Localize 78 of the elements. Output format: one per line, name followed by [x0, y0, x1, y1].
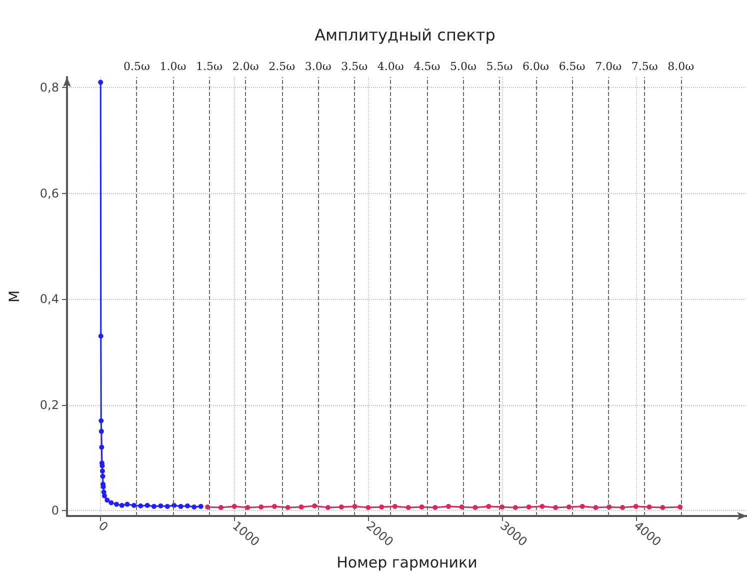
point — [131, 502, 136, 508]
ref-line-label: 1.0ω — [160, 60, 186, 73]
point — [99, 444, 104, 450]
ref-line-label: 0.5ω — [124, 60, 150, 73]
point — [580, 504, 585, 509]
point — [472, 504, 478, 510]
point — [119, 502, 124, 508]
y-tick-label: 0 — [51, 504, 59, 518]
point — [100, 468, 105, 474]
point — [98, 334, 104, 339]
point — [124, 502, 130, 507]
point — [366, 504, 371, 510]
point — [258, 504, 264, 510]
point — [419, 504, 424, 510]
point — [326, 504, 331, 510]
point — [192, 504, 197, 510]
point — [98, 428, 104, 434]
point — [553, 504, 558, 510]
point — [392, 504, 398, 509]
point — [158, 503, 164, 508]
ref-line-label: 2.0ω — [232, 60, 259, 73]
point — [100, 474, 106, 479]
point — [164, 504, 170, 509]
chart-title: Амплитудный спектр — [314, 26, 496, 44]
point — [406, 504, 411, 510]
point — [144, 502, 150, 508]
point — [646, 504, 652, 510]
point — [98, 418, 104, 424]
point — [486, 504, 492, 509]
point — [218, 504, 224, 510]
point — [593, 504, 598, 510]
y-tick-label: 0,8 — [40, 80, 59, 95]
x-tick-label: 0 — [96, 518, 111, 534]
y-tick-label: 0,4 — [40, 292, 59, 306]
point — [540, 504, 545, 509]
point — [285, 504, 290, 510]
y-tick-label: 0,2 — [40, 398, 59, 412]
x-axis-title: Номер гармоники — [336, 554, 478, 572]
point — [526, 504, 532, 510]
point — [108, 500, 114, 506]
point — [512, 504, 518, 510]
ref-line-label: 7.0ω — [595, 60, 622, 73]
ref-line-label: 7.5ω — [631, 60, 658, 73]
ref-line-label: 6.5ω — [558, 60, 586, 73]
ref-line-label: 6.0ω — [522, 60, 550, 73]
point — [338, 504, 344, 510]
y-tick-label: 0,6 — [40, 186, 59, 200]
y-axis-title: М — [7, 290, 23, 303]
point — [184, 503, 190, 508]
point — [272, 504, 277, 509]
point — [432, 504, 438, 510]
ref-line-label: 5.0ω — [450, 60, 476, 73]
point — [152, 504, 157, 509]
point — [379, 504, 384, 510]
ref-line-label: 4.5ω — [414, 60, 440, 73]
point — [446, 504, 451, 509]
point — [114, 502, 120, 507]
point — [500, 504, 505, 510]
ref-line-label: 3.5ω — [341, 60, 368, 73]
point — [98, 80, 104, 85]
ref-line-label: 2.5ω — [268, 60, 296, 73]
point — [620, 504, 626, 510]
ref-line-label: 4.0ω — [377, 60, 404, 73]
ref-line-label: 1.5ω — [196, 60, 223, 73]
point — [178, 504, 184, 509]
point — [232, 504, 237, 509]
point — [298, 504, 304, 510]
point — [312, 503, 318, 508]
point — [104, 498, 110, 503]
point — [566, 504, 572, 510]
point — [660, 504, 666, 510]
point — [198, 504, 204, 509]
ref-line-label: 8.0ω — [668, 60, 694, 73]
ref-line-label: 5.5ω — [486, 60, 513, 73]
point — [633, 504, 638, 509]
ref-line-label: 3.0ω — [304, 60, 332, 73]
point — [138, 503, 144, 508]
point — [102, 493, 107, 498]
